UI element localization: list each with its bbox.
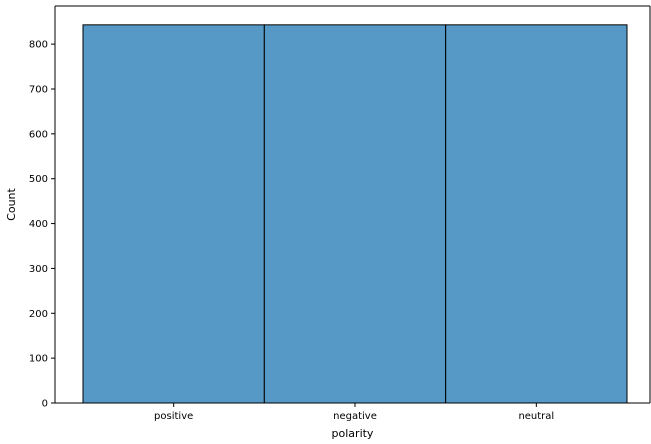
x-axis-label: polarity <box>332 427 374 440</box>
y-axis-label: Count <box>5 187 18 220</box>
y-axis-ticks: 0 100 200 300 400 500 600 700 800 <box>29 40 55 410</box>
bar-neutral <box>445 24 628 404</box>
bar-negative <box>263 24 447 404</box>
bar-series <box>82 24 628 404</box>
x-tick-label: positive <box>154 411 193 422</box>
y-tick-label: 700 <box>29 84 48 95</box>
y-tick-label: 400 <box>29 219 48 230</box>
x-tick-label: negative <box>333 411 377 422</box>
y-tick-label: 800 <box>29 40 48 51</box>
x-axis-ticks: positive negative neutral <box>154 403 554 422</box>
y-tick-label: 0 <box>42 399 48 410</box>
y-tick-label: 200 <box>29 309 48 320</box>
y-tick-label: 600 <box>29 129 48 140</box>
y-tick-label: 100 <box>29 354 48 365</box>
x-tick-label: neutral <box>518 411 554 422</box>
y-tick-label: 500 <box>29 174 48 185</box>
y-tick-label: 300 <box>29 264 48 275</box>
bar-positive <box>82 24 265 404</box>
